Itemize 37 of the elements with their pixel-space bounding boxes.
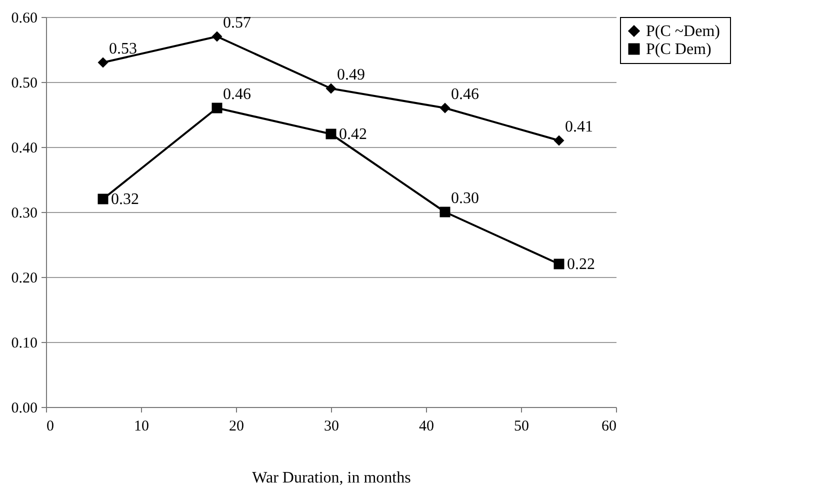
y-tick-label: 0.20: [11, 270, 38, 286]
x-tick-label: 60: [602, 418, 616, 434]
point: [326, 83, 336, 94]
point: [98, 57, 108, 68]
y-tick-label: 0.30: [11, 206, 38, 222]
data-label: 0.30: [451, 190, 479, 207]
y-tick-label: 0.10: [11, 336, 38, 352]
x-tick-label: 20: [229, 418, 244, 434]
y-tick-label: 0.50: [11, 76, 38, 92]
data-label: 0.49: [337, 66, 365, 84]
legend-label: P(C Dem): [646, 41, 712, 58]
point: [554, 258, 564, 270]
x-axis-title: War Duration, in months: [252, 470, 411, 486]
data-label: 0.57: [223, 14, 251, 32]
legend-label: P(C ~Dem): [646, 23, 720, 40]
y-tick-label: 0.60: [11, 10, 38, 26]
point: [440, 206, 450, 218]
point: [98, 194, 108, 204]
data-label: 0.22: [567, 256, 595, 273]
point: [326, 128, 336, 140]
data-label: 0.53: [109, 40, 137, 58]
x-tick-label: 40: [419, 418, 434, 434]
data-label: 0.32: [111, 191, 139, 208]
point: [440, 102, 450, 114]
y-tick-label: 0.00: [11, 400, 38, 416]
x-tick-label: 10: [134, 418, 149, 434]
data-label: 0.46: [223, 86, 251, 103]
data-label: 0.41: [565, 118, 593, 136]
point: [212, 31, 222, 42]
point: [554, 135, 564, 146]
y-tick-label: 0.40: [11, 140, 38, 156]
data-label: 0.42: [339, 126, 367, 143]
x-tick-label: 30: [324, 418, 339, 434]
data-label: 0.46: [451, 86, 479, 103]
x-tick-label: 0: [46, 418, 54, 434]
point: [212, 102, 222, 114]
x-tick-label: 50: [514, 418, 529, 434]
